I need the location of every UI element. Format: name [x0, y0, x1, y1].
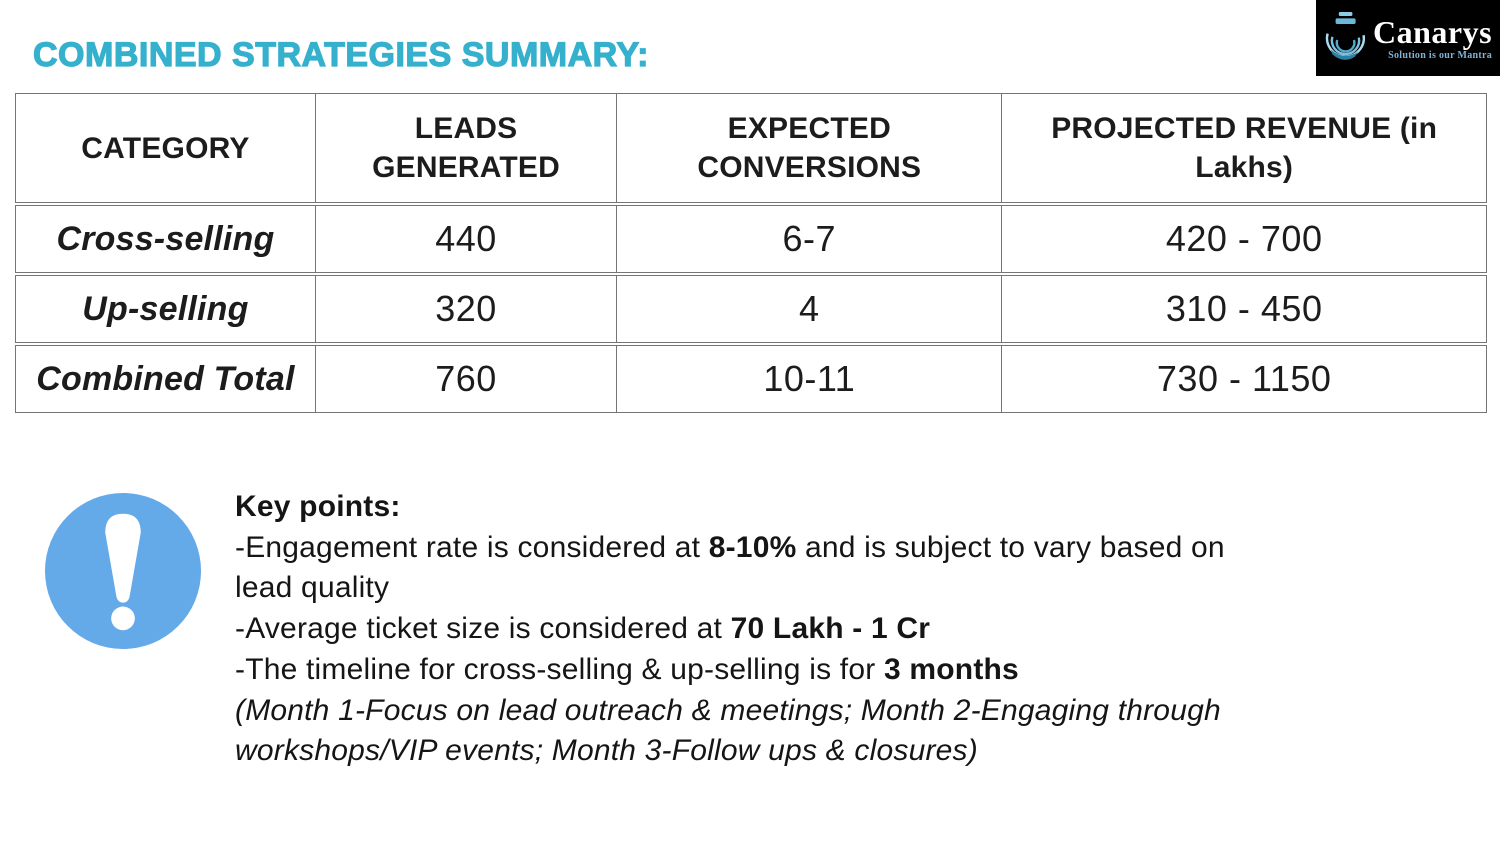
combined-strategies-table: CATEGORY LEADS GENERATED EXPECTED CONVER…	[15, 93, 1487, 413]
key-point-engagement-rate: -Engagement rate is considered at 8-10% …	[235, 530, 1225, 605]
table-row-up-selling: Up-selling 320 4 310 - 450	[15, 275, 1487, 343]
table-row-cross-selling: Cross-selling 440 6-7 420 - 700	[15, 205, 1487, 273]
key-point-average-ticket: -Average ticket size is considered at 70…	[235, 612, 931, 646]
conversions-cell: 10-11	[617, 346, 1003, 412]
leads-cell: 440	[316, 206, 618, 272]
column-header-expected-conversions: EXPECTED CONVERSIONS	[617, 94, 1003, 202]
exclamation-circle-icon	[44, 492, 202, 650]
conversions-cell: 6-7	[617, 206, 1003, 272]
key-points-block: Key points: -Engagement rate is consider…	[235, 487, 1465, 772]
category-cell: Combined Total	[16, 346, 316, 412]
revenue-cell: 310 - 450	[1165, 288, 1323, 329]
table-header-row: CATEGORY LEADS GENERATED EXPECTED CONVER…	[15, 93, 1487, 203]
key-point-month-breakdown: (Month 1-Focus on lead outreach & meetin…	[235, 693, 1221, 768]
canarys-swirl-icon	[1322, 5, 1370, 72]
revenue-cell: 730 - 1150	[1156, 358, 1332, 399]
leads-cell: 760	[316, 346, 618, 412]
logo-text: Canarys Solution is our Mantra	[1373, 15, 1492, 61]
logo-tagline: Solution is our Mantra	[1388, 50, 1493, 61]
column-header-category: CATEGORY	[16, 94, 316, 202]
revenue-cell: 420 - 700	[1165, 218, 1323, 259]
conversions-cell: 4	[617, 276, 1003, 342]
table-row-combined-total: Combined Total 760 10-11 730 - 1150	[15, 345, 1487, 413]
canarys-logo: Canarys Solution is our Mantra	[1316, 0, 1500, 76]
column-header-projected-revenue: PROJECTED REVENUE (in Lakhs)	[1051, 112, 1438, 184]
column-header-leads-generated: LEADS GENERATED	[316, 94, 618, 202]
key-point-timeline: -The timeline for cross-selling & up-sel…	[235, 652, 1019, 686]
key-points-heading: Key points:	[235, 490, 401, 523]
category-cell: Up-selling	[16, 276, 316, 342]
leads-cell: 320	[316, 276, 618, 342]
page-title: COMBINED STRATEGIES SUMMARY:	[32, 35, 649, 74]
logo-brand-name: Canarys	[1373, 14, 1493, 50]
category-cell: Cross-selling	[16, 206, 316, 272]
